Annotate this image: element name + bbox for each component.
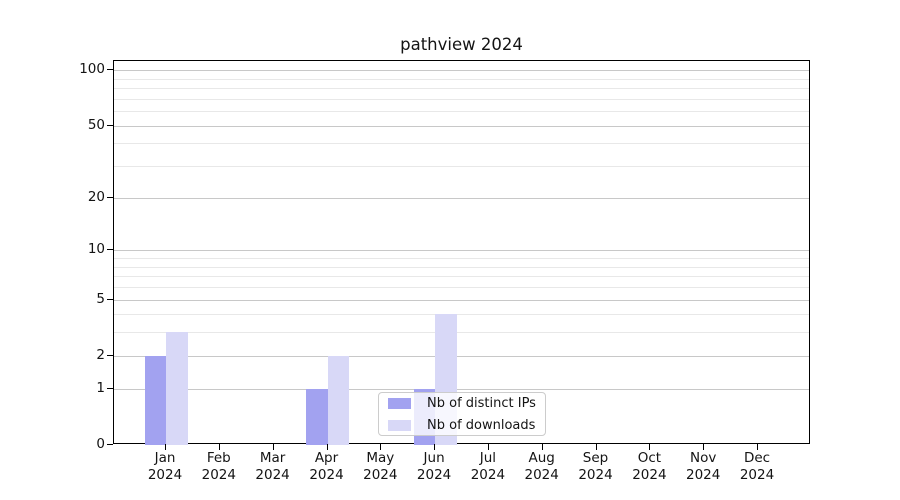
y-tick bbox=[107, 298, 113, 300]
x-tick-label: Feb 2024 bbox=[201, 450, 236, 483]
legend-swatch-downloads bbox=[388, 419, 411, 431]
legend-label: Nb of downloads bbox=[427, 417, 536, 433]
chart-title: pathview 2024 bbox=[400, 35, 523, 54]
x-tick bbox=[380, 444, 382, 450]
legend-swatch-distinct-ips bbox=[388, 397, 411, 409]
y-tick bbox=[107, 354, 113, 356]
grid-layer bbox=[114, 61, 809, 443]
y-gridline-minor bbox=[114, 88, 809, 89]
y-gridline-major bbox=[114, 125, 809, 127]
legend-item: Nb of downloads bbox=[388, 419, 536, 432]
y-tick-label: 10 bbox=[87, 241, 105, 258]
y-tick-label: 20 bbox=[87, 188, 105, 205]
y-tick bbox=[107, 124, 113, 126]
y-gridline-minor bbox=[114, 314, 809, 316]
y-gridline-major bbox=[114, 250, 809, 252]
x-tick-label: Aug 2024 bbox=[524, 450, 559, 483]
y-gridline-minor bbox=[114, 276, 809, 278]
x-tick bbox=[757, 444, 758, 450]
y-tick-label: 50 bbox=[87, 116, 105, 133]
y-gridline-minor bbox=[114, 98, 809, 100]
x-tick bbox=[487, 444, 489, 450]
y-tick-label: 100 bbox=[79, 61, 105, 78]
x-tick-label: Dec 2024 bbox=[739, 450, 775, 483]
bars-layer bbox=[114, 61, 809, 445]
x-tick-label: Jul 2024 bbox=[470, 450, 506, 483]
x-tick bbox=[703, 444, 705, 450]
x-tick-label: Apr 2024 bbox=[309, 450, 344, 483]
y-tick bbox=[107, 196, 113, 198]
x-tick bbox=[165, 444, 166, 450]
y-tick bbox=[107, 249, 113, 251]
plot-area: Nb of distinct IPs Nb of downloads bbox=[113, 60, 810, 445]
x-tick-label: Jun 2024 bbox=[416, 450, 452, 483]
x-tick bbox=[272, 444, 274, 450]
y-gridline-minor bbox=[114, 111, 809, 113]
bar-jan-distinct-ips bbox=[144, 355, 166, 445]
y-gridline-minor bbox=[114, 166, 809, 168]
legend: Nb of distinct IPs Nb of downloads bbox=[378, 392, 546, 436]
x-tick-label: Sep 2024 bbox=[578, 450, 613, 483]
x-tick bbox=[434, 444, 436, 450]
y-tick-label: 2 bbox=[96, 346, 105, 363]
x-tick-label: Nov 2024 bbox=[686, 450, 721, 483]
y-tick-label: 5 bbox=[96, 290, 105, 307]
bar-apr-distinct-ips bbox=[306, 388, 328, 445]
x-tick bbox=[218, 444, 220, 450]
y-gridline-minor bbox=[114, 143, 809, 145]
bar-jan-downloads bbox=[166, 332, 188, 445]
x-tick bbox=[326, 444, 328, 450]
y-tick-label: 0 bbox=[96, 436, 105, 452]
y-gridline-minor bbox=[114, 78, 809, 80]
x-tick-label: Mar 2024 bbox=[255, 450, 290, 483]
y-tick-label: 1 bbox=[96, 379, 105, 396]
y-gridline-minor bbox=[114, 332, 809, 334]
x-tick bbox=[541, 444, 543, 450]
y-gridline-major bbox=[114, 355, 809, 357]
x-tick-label: Jan 2024 bbox=[147, 450, 183, 483]
x-tick-label: Oct 2024 bbox=[632, 450, 667, 483]
y-gridline-minor bbox=[114, 266, 809, 268]
x-tick bbox=[649, 444, 651, 450]
y-gridline-major bbox=[114, 388, 809, 390]
y-gridline-minor bbox=[114, 258, 809, 259]
x-tick bbox=[595, 444, 597, 450]
x-tick-label: May 2024 bbox=[363, 450, 398, 483]
y-tick bbox=[107, 444, 113, 445]
legend-item: Nb of distinct IPs bbox=[388, 397, 536, 410]
y-gridline-minor bbox=[114, 286, 809, 288]
y-gridline-major bbox=[114, 70, 809, 72]
legend-label: Nb of distinct IPs bbox=[427, 395, 536, 411]
bar-apr-downloads bbox=[327, 355, 349, 445]
y-tick bbox=[107, 387, 113, 389]
y-gridline-major bbox=[114, 197, 809, 199]
y-tick bbox=[107, 69, 113, 71]
y-gridline-major bbox=[114, 299, 809, 301]
